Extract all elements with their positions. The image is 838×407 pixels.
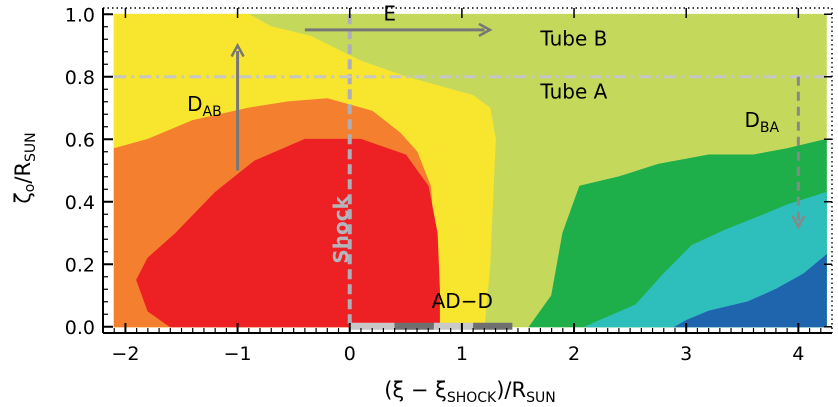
y-axis: 0.0 0.2 0.4 0.6 0.8 1.0 (65, 4, 832, 339)
segment-1 (394, 322, 434, 330)
ad-d-label-main: AD−D (432, 289, 493, 313)
x-tick-label-1: −1 (224, 343, 252, 365)
tube-b-label-main: Tube B (539, 27, 607, 51)
shock-segments (349, 322, 513, 330)
y-tick-label-4: 0.8 (65, 67, 95, 89)
segment-2 (433, 322, 474, 330)
y-tick-label-3: 0.6 (65, 129, 95, 151)
x-axis: −2 −1 0 1 2 3 4 (111, 8, 822, 365)
x-axis-title-prefix: (ξ − ξ (384, 378, 447, 402)
d-ab-label-sub: AB (203, 104, 222, 120)
y-axis-title-middle: /R (11, 162, 35, 184)
x-tick-label-5: 3 (680, 343, 692, 365)
x-tick-label-0: −2 (111, 343, 139, 365)
tube-a-label-main: Tube A (539, 80, 607, 104)
y-tick-label-0: 0.0 (65, 317, 95, 339)
contour-fills (113, 13, 827, 328)
e-label-main: E (383, 2, 396, 26)
y-axis-title: ζo/RSUN (11, 132, 39, 203)
x-axis-title-middle: )/R (496, 378, 526, 402)
arrow-2-head (791, 215, 806, 230)
ad-d-label: AD−D (432, 289, 493, 313)
x-tick-label-4: 2 (568, 343, 580, 365)
plot-frame (102, 7, 833, 334)
y-tick-label-1: 0.2 (65, 254, 95, 276)
tube-b-label: Tube B (539, 27, 607, 51)
d-ba-label: DBA (745, 108, 780, 136)
segment-3 (473, 322, 513, 330)
tube-a-label: Tube A (539, 80, 607, 104)
contour-level-3 (136, 138, 440, 328)
d-ba-label-main: D (745, 108, 760, 132)
y-axis-title-main-sub: o (22, 184, 38, 193)
arrow-1-head (478, 22, 493, 37)
x-axis-title-prefix-sub: SHOCK (447, 390, 497, 406)
x-axis-title: (ξ − ξSHOCK)/RSUN (384, 378, 555, 406)
y-axis-title-suffix-sub: SUN (23, 132, 39, 162)
shock-label: Shock (329, 195, 353, 263)
segment-0 (349, 322, 395, 330)
y-tick-label-5: 1.0 (65, 4, 95, 26)
x-axis-title-suffix-sub: SUN (526, 390, 556, 406)
d-ba-label-sub: BA (760, 120, 780, 136)
reference-lines (114, 14, 827, 327)
x-tick-label-3: 1 (456, 343, 468, 365)
d-ab-label-main: D (187, 92, 202, 116)
x-tick-label-2: 0 (344, 343, 356, 365)
x-tick-label-6: 4 (792, 343, 804, 365)
y-tick-label-2: 0.4 (65, 192, 95, 214)
arrows (230, 22, 806, 230)
arrow-0-head (230, 42, 245, 58)
d-ab-label: DAB (187, 92, 222, 120)
contour-level-6 (673, 254, 827, 328)
y-axis-title-main: ζ (11, 192, 35, 203)
e-label: E (383, 2, 396, 26)
